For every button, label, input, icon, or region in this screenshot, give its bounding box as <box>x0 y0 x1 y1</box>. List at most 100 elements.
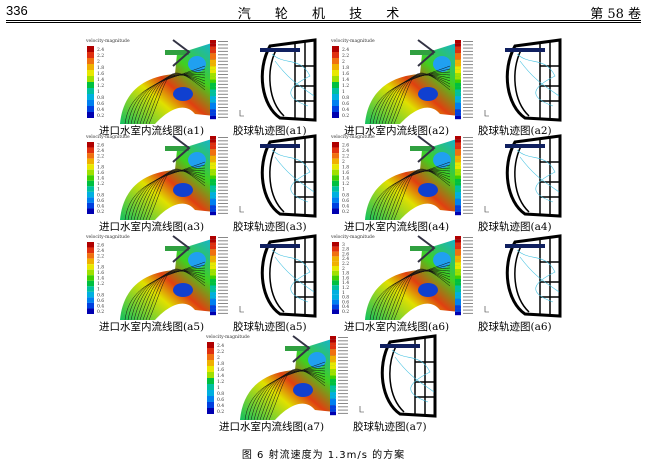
legend-value: 2.6 <box>342 142 349 148</box>
legend-swatch <box>332 52 339 58</box>
legend-swatch <box>207 342 214 348</box>
legend-value: 1 <box>342 290 345 296</box>
legend-value: 0.4 <box>342 107 349 113</box>
jet-pipe <box>410 50 434 55</box>
legend-swatch <box>332 186 339 192</box>
legend-value: 1.4 <box>97 276 104 282</box>
subfigure-a5: velocity-magnitude 2.6 2.4 2.2 2 1.8 1.6 1.4 1.… <box>85 232 320 333</box>
legend-swatch <box>87 52 94 58</box>
legend-value: 1 <box>97 89 100 95</box>
trajectory-colorbar <box>210 40 228 120</box>
legend-value: 0.4 <box>342 203 349 209</box>
legend-swatch <box>332 261 339 266</box>
jet-pipe <box>410 146 434 151</box>
water-chamber-frame <box>380 334 437 418</box>
legend-swatch <box>87 64 94 70</box>
streamline-plot: velocity-magnitude 32.82.62.42.221.81.61… <box>330 234 460 320</box>
legend-value: 2.4 <box>97 148 104 154</box>
inlet-pipe <box>260 48 300 52</box>
legend-value: 0.8 <box>97 292 104 298</box>
legend-swatch <box>87 82 94 88</box>
legend-value: 1.4 <box>342 280 349 286</box>
legend-value: 0.2 <box>97 309 104 315</box>
figure-caption: 图 6 射流速度为 1.3m/s 的方案 <box>241 450 406 459</box>
legend-swatch <box>207 396 214 402</box>
streamline-caption: 进口水室内流线图(a2) <box>344 125 450 137</box>
legend-title: velocity-magnitude <box>85 38 130 44</box>
water-chamber-frame <box>260 38 317 122</box>
legend-swatch <box>332 304 339 310</box>
legend-swatch <box>87 169 94 176</box>
legend-value: 1.6 <box>97 270 104 276</box>
legend-value: 2 <box>217 355 220 361</box>
legend-swatch <box>207 408 214 414</box>
legend-swatch <box>87 100 94 106</box>
legend-swatch <box>87 264 94 270</box>
legend-swatch <box>332 153 339 159</box>
legend-swatch <box>332 147 339 154</box>
legend-value: 1.6 <box>97 71 104 77</box>
legend-value: 1.2 <box>342 83 349 89</box>
legend-swatch <box>87 46 94 52</box>
subfigure-a4: velocity-magnitude 2.6 2.4 2.2 2 1.8 1.6 1.4 1.… <box>330 132 565 233</box>
legend-swatch <box>207 360 214 366</box>
legend-value: 0.6 <box>342 299 349 305</box>
legend-swatch <box>207 348 214 354</box>
subfigure-a7: velocity-magnitude 2.4 2.2 2 1.8 1.6 1.4 1.2 1 0… <box>205 332 440 433</box>
legend-value: 1.4 <box>97 176 104 182</box>
legend-value: 1.8 <box>97 165 104 171</box>
legend-swatch <box>332 202 339 209</box>
trajectory-colorbar <box>455 136 473 216</box>
legend-value: 0.4 <box>97 203 104 209</box>
legend-swatch <box>87 158 94 165</box>
legend-value: 0.8 <box>342 295 349 301</box>
legend-swatch <box>87 202 94 209</box>
legend-swatch <box>207 402 214 408</box>
legend-swatch <box>87 175 94 181</box>
legend-value: 1.4 <box>217 373 224 379</box>
jet-pipe <box>285 346 309 351</box>
legend-swatch <box>332 242 339 247</box>
legend-swatch <box>332 246 339 252</box>
legend-value: 2.2 <box>342 154 349 160</box>
trajectory-colorbar <box>455 236 473 316</box>
legend-swatch <box>332 64 339 70</box>
legend-value: 1.4 <box>342 176 349 182</box>
legend-swatch <box>87 269 94 276</box>
streamline-caption: 进口水室内流线图(a1) <box>99 125 205 137</box>
legend-title: velocity-magnitude <box>85 134 130 140</box>
legend-value: 1.8 <box>97 265 104 271</box>
legend-swatch <box>87 94 94 100</box>
legend-title: velocity-magnitude <box>85 234 130 240</box>
legend-swatch <box>87 242 94 248</box>
legend-swatch <box>332 158 339 165</box>
legend-value: 0.2 <box>97 113 104 119</box>
legend-value: 2.4 <box>342 256 349 262</box>
streamline-plot: velocity-magnitude 2.42.221.81.61.41.210… <box>330 38 460 124</box>
legend-swatch <box>332 112 339 118</box>
legend-value: 1.6 <box>342 275 349 281</box>
legend-value: 0.6 <box>342 101 349 107</box>
water-chamber-frame <box>505 134 562 218</box>
ball-trajectory-plot <box>330 334 437 418</box>
jet-pipe <box>410 246 434 251</box>
legend-swatch <box>87 164 94 170</box>
trajectory-caption: 胶球轨迹图(a6) <box>478 321 552 333</box>
legend-value: 0.8 <box>97 192 104 198</box>
legend-value: 2.2 <box>97 53 104 59</box>
trajectory-colorbar <box>210 236 228 316</box>
legend-value: 2.6 <box>97 142 104 148</box>
legend-value: 0.6 <box>97 198 104 204</box>
legend-value: 2 <box>97 259 100 265</box>
water-chamber-frame <box>505 234 562 318</box>
legend-value: 0.6 <box>342 198 349 204</box>
legend-swatch <box>332 309 339 314</box>
water-chamber-frame <box>260 234 317 318</box>
legend-swatch <box>207 378 214 384</box>
subfigure-a2: velocity-magnitude 2.4 2.2 2 1.8 1.6 1.4 1.2 1 0… <box>330 36 565 137</box>
inlet-pipe <box>260 144 300 148</box>
legend-swatch <box>207 384 214 390</box>
subfigure-a3: velocity-magnitude 2.6 2.4 2.2 2 1.8 1.6 1.4 1.… <box>85 132 320 233</box>
legend-value: 2.6 <box>97 242 104 248</box>
